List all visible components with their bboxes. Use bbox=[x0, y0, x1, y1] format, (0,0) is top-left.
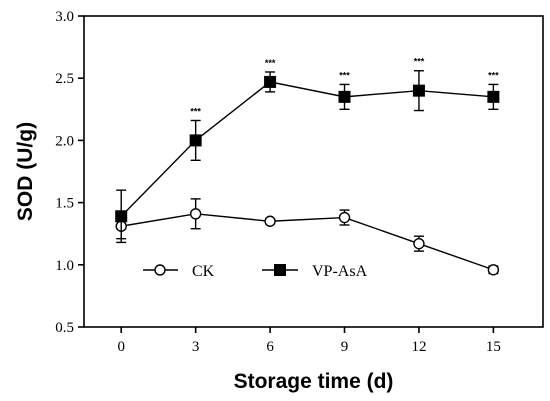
y-tick-label: 3.0 bbox=[55, 9, 74, 25]
axes bbox=[83, 15, 544, 328]
x-tick-label: 0 bbox=[117, 339, 125, 355]
series-vp-asa bbox=[115, 70, 500, 244]
series-line bbox=[121, 213, 494, 271]
data-point bbox=[264, 215, 276, 227]
significance-label: *** bbox=[414, 57, 425, 67]
legend-marker-ck bbox=[154, 264, 166, 276]
y-tick-label: 1.5 bbox=[55, 196, 74, 212]
significance-label: *** bbox=[265, 58, 276, 68]
legend-label-ck: CK bbox=[192, 263, 215, 280]
data-point bbox=[189, 208, 202, 220]
significance-label: *** bbox=[488, 70, 499, 80]
legend-marker-vp-asa bbox=[274, 264, 286, 276]
plot-frame bbox=[83, 15, 544, 328]
data-point bbox=[264, 75, 277, 88]
x-tick-label: 15 bbox=[486, 339, 501, 355]
y-axis-title: SOD (U/g) bbox=[14, 122, 37, 221]
y-tick-label: 1.0 bbox=[55, 258, 74, 274]
data-point bbox=[115, 210, 128, 223]
series-line bbox=[120, 81, 494, 217]
x-axis-title: Storage time (d) bbox=[234, 370, 394, 393]
ticks: 0.5 1.0 1.5 2.0 2.5 3.0 0 3 6 9 12 15 bbox=[55, 9, 501, 355]
annotations: *** *** *** *** *** bbox=[190, 57, 499, 117]
data-point bbox=[412, 84, 425, 97]
x-tick-label: 9 bbox=[341, 339, 349, 355]
legend-label-vp-asa: VP-AsA bbox=[312, 263, 368, 280]
data-point bbox=[338, 90, 351, 103]
data-point bbox=[487, 90, 500, 103]
y-tick-label: 2.0 bbox=[55, 133, 74, 149]
x-tick-label: 3 bbox=[192, 339, 200, 355]
data-point bbox=[487, 264, 500, 276]
data-point bbox=[413, 237, 425, 250]
series bbox=[115, 70, 500, 276]
x-tick-label: 6 bbox=[266, 339, 274, 355]
data-point bbox=[338, 211, 351, 224]
series-ck bbox=[115, 198, 500, 276]
x-tick-label: 12 bbox=[411, 339, 426, 355]
y-tick-label: 0.5 bbox=[55, 320, 74, 336]
significance-label: *** bbox=[339, 70, 350, 80]
data-point bbox=[189, 134, 202, 147]
y-tick-label: 2.5 bbox=[55, 71, 74, 87]
legend: CK VP-AsA bbox=[143, 263, 368, 280]
significance-label: *** bbox=[190, 106, 201, 116]
